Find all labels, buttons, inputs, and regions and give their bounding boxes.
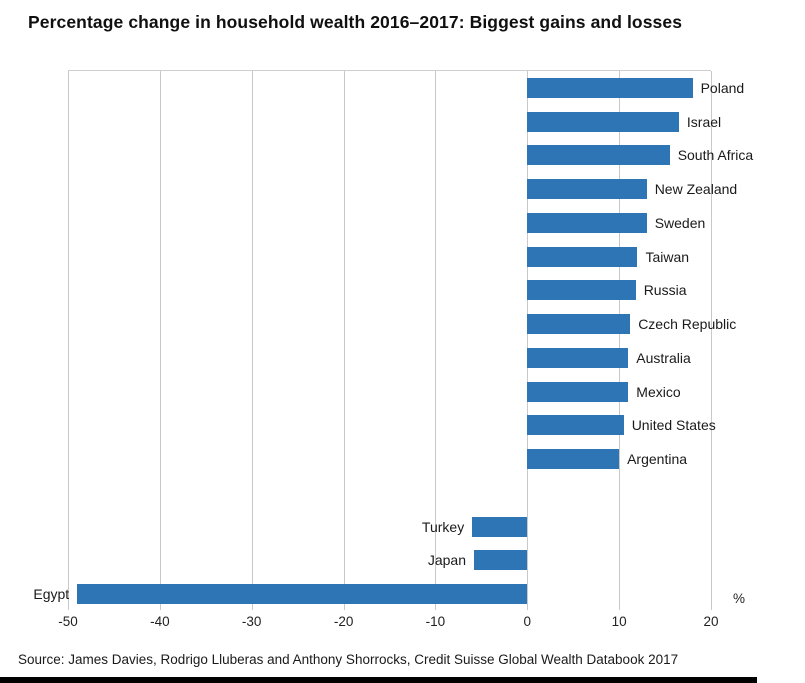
bar-label-israel: Israel — [686, 113, 722, 130]
bar-czech-republic — [527, 314, 631, 335]
x-axis-unit-label: % — [733, 591, 746, 606]
x-axis: -50 -40 -30 -20 -10 0 10 20 — [58, 614, 718, 632]
gridline--50 — [68, 71, 69, 610]
x-tick-label--10: -10 — [425, 614, 446, 629]
plot-area: Poland Israel South Africa New Zealand Swede… — [33, 70, 753, 610]
bar-label-mexico: Mexico — [636, 383, 681, 400]
bar-japan — [474, 550, 528, 571]
bar-label-poland: Poland — [700, 79, 745, 96]
bar-label-new-zealand: New Zealand — [654, 181, 738, 198]
bar-israel — [527, 111, 679, 132]
bar-label-taiwan: Taiwan — [645, 248, 690, 265]
source-note: Source: James Davies, Rodrigo Lluberas a… — [18, 652, 679, 667]
x-tick-label-20: 20 — [703, 614, 719, 629]
x-tick-label--30: -30 — [241, 614, 262, 629]
bar-south-africa — [527, 145, 670, 166]
x-tick-label--40: -40 — [150, 614, 170, 629]
bar-label-russia: Russia — [643, 282, 687, 299]
gridline-10 — [619, 71, 621, 610]
bar-sweden — [527, 212, 647, 233]
gridline-20 — [711, 71, 712, 610]
bar-label-czech-republic: Czech Republic — [638, 316, 737, 333]
x-tick-label-0: 0 — [523, 614, 532, 629]
x-tick-label-10: 10 — [611, 614, 627, 629]
bottom-black-strip — [0, 677, 757, 683]
gridline--40 — [159, 71, 161, 610]
bar-label-australia: Australia — [636, 349, 691, 366]
bar-label-south-africa: South Africa — [677, 147, 754, 164]
bar-poland — [527, 77, 693, 98]
bar-label-sweden: Sweden — [654, 214, 706, 231]
bar-australia — [527, 347, 629, 368]
bar-label-turkey: Turkey — [421, 518, 465, 535]
x-tick-label--20: -20 — [333, 614, 354, 629]
bar-united-states — [527, 415, 624, 436]
bar-egypt — [77, 584, 528, 605]
bar-label-united-states: United States — [631, 417, 716, 434]
bar-russia — [527, 280, 636, 301]
chart-title: Percentage change in household wealth 20… — [28, 12, 683, 32]
bar-label-japan: Japan — [427, 552, 466, 569]
gridline-0 — [527, 71, 529, 610]
gridline--30 — [251, 71, 253, 610]
bar-mexico — [527, 381, 629, 402]
bar-argentina — [527, 449, 620, 470]
x-tick-label--50: -50 — [58, 614, 78, 629]
gridline--10 — [435, 71, 437, 610]
bar-label-argentina: Argentina — [627, 451, 688, 468]
bar-taiwan — [527, 246, 638, 267]
gridline--20 — [343, 71, 345, 610]
bar-turkey — [472, 516, 528, 537]
bar-new-zealand — [527, 179, 647, 200]
bar-label-egypt: Egypt — [33, 586, 70, 603]
